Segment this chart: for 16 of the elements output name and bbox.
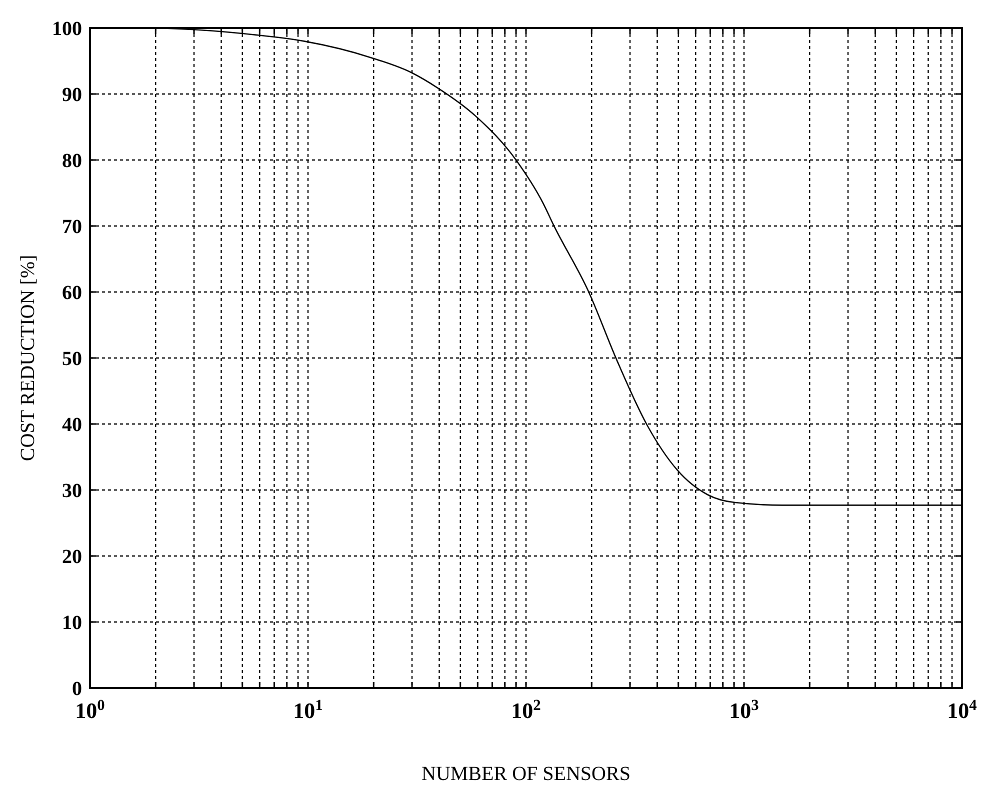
y-tick-label: 60 xyxy=(62,282,82,304)
y-tick-label: 70 xyxy=(62,216,82,238)
x-tick-label: 10$^{2}$ xyxy=(511,696,542,723)
y-tick-label: 90 xyxy=(62,84,82,106)
x-tick-label: 10$^{4}$ xyxy=(947,696,978,723)
y-axis-title: COST REDUCTION [%] xyxy=(17,254,39,462)
y-tick-label: 100 xyxy=(52,18,82,40)
x-tick-label: 10$^{1}$ xyxy=(293,696,323,723)
y-tick-label: 20 xyxy=(62,546,82,568)
y-tick-label: 30 xyxy=(62,480,82,502)
x-tick-label: 10$^{3}$ xyxy=(729,696,760,723)
x-axis-title: NUMBER OF SENSORS xyxy=(422,763,630,785)
y-tick-label: 80 xyxy=(62,150,82,172)
y-tick-label: 10 xyxy=(62,612,82,634)
y-tick-label: 40 xyxy=(62,414,82,436)
y-tick-label: 50 xyxy=(62,348,82,370)
